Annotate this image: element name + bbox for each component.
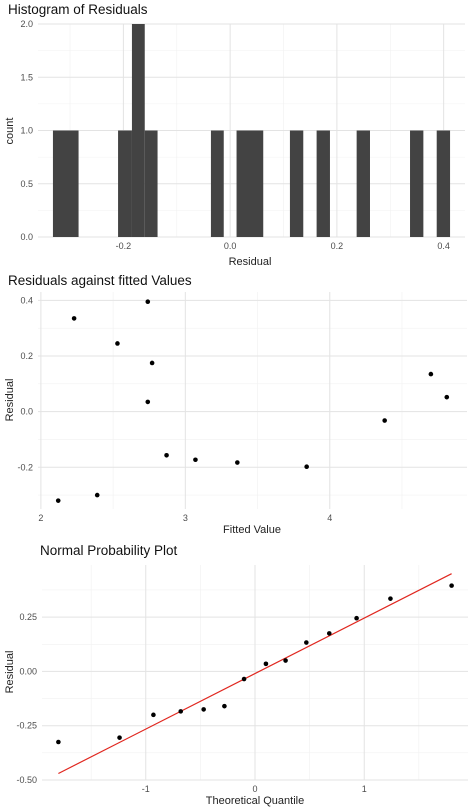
data-point	[263, 661, 269, 667]
histogram-bar	[316, 130, 330, 237]
y-tick-label: 0.2	[20, 351, 33, 361]
histogram-bar	[118, 130, 132, 237]
data-point	[354, 615, 359, 621]
reference-line	[58, 573, 452, 775]
data-point	[145, 299, 151, 305]
y-tick-label: 0.4	[20, 295, 33, 305]
histogram-bar	[210, 130, 224, 237]
x-tick-label: 0.0	[224, 241, 237, 251]
data-point	[326, 631, 332, 636]
data-point	[117, 735, 122, 740]
residuals-fitted-y-axis-title: Residual	[4, 379, 16, 422]
histogram-bar	[356, 130, 370, 237]
y-tick-label: 0.5	[20, 179, 33, 189]
y-tick-label: 0.0	[20, 232, 33, 242]
x-tick-label: 3	[183, 513, 188, 523]
residuals-fitted-x-axis-title: Fitted Value	[223, 524, 281, 536]
x-tick-label: 0.4	[437, 241, 450, 251]
data-point	[193, 457, 198, 463]
data-point	[241, 676, 247, 682]
histogram-bar	[436, 130, 451, 237]
data-point	[428, 371, 434, 377]
data-point	[56, 739, 61, 745]
y-tick-label: 1.0	[20, 126, 33, 136]
y-tick-label: -0.2	[17, 462, 33, 472]
histogram-y-axis-title: count	[4, 118, 16, 145]
histogram-bar	[289, 130, 304, 237]
normal-probability-x-axis-title: Theoretical Quantile	[206, 795, 304, 807]
y-tick-label: 2.0	[20, 19, 33, 29]
y-tick-label: 0.25	[19, 612, 37, 622]
histogram-title: Histogram of Residuals	[8, 2, 148, 17]
x-tick-label: 2	[38, 513, 43, 523]
histogram-bar	[52, 130, 79, 237]
x-tick-label: 0.2	[331, 241, 344, 251]
x-tick-label: -1	[142, 784, 150, 794]
data-point	[449, 583, 454, 588]
data-point	[178, 709, 184, 714]
y-tick-label: 1.5	[20, 72, 33, 82]
histogram-x-axis-title: Residual	[229, 256, 272, 268]
data-point	[71, 316, 77, 321]
data-point	[235, 460, 240, 465]
y-tick-label: 0.00	[19, 666, 37, 676]
residuals-fitted-title: Residuals against fitted Values	[8, 273, 192, 288]
data-point	[201, 707, 206, 712]
x-tick-label: -0.2	[116, 241, 132, 251]
histogram-bar	[144, 130, 158, 237]
data-point	[55, 498, 61, 503]
data-point	[388, 596, 393, 601]
data-point	[382, 418, 387, 423]
data-point	[94, 492, 100, 498]
data-point	[164, 453, 169, 458]
histogram-bar	[410, 130, 424, 237]
data-point	[149, 360, 155, 366]
data-point	[145, 399, 151, 405]
histogram-bar	[236, 130, 264, 237]
data-point	[115, 341, 120, 346]
y-tick-label: -0.25	[16, 721, 37, 731]
data-point	[283, 658, 288, 663]
histogram-panel: -0.2 0.0 0.2 0.4 0.0 0.5 1.0 1.5 2.0 Histogram o…	[4, 2, 465, 268]
histogram-bar	[131, 24, 145, 237]
normal-probability-title: Normal Probability Plot	[40, 543, 178, 558]
data-point	[444, 394, 450, 400]
x-tick-label: 0	[252, 784, 257, 794]
residuals-fitted-panel: 2 3 4 -0.2 0.0 0.2 0.4 Residuals against fitte…	[4, 273, 467, 536]
x-tick-label: 1	[362, 784, 367, 794]
normal-probability-y-axis-title: Residual	[4, 651, 16, 694]
data-point	[151, 712, 156, 718]
x-tick-label: 4	[327, 513, 332, 523]
data-point	[304, 464, 309, 470]
normal-probability-panel: -1 0 1 -0.50 -0.25 0.00 0.25 Normal Probabilit…	[4, 543, 468, 807]
data-point	[222, 703, 227, 709]
data-point	[304, 640, 309, 645]
y-tick-label: 0.0	[20, 407, 33, 417]
y-tick-label: -0.50	[16, 775, 37, 785]
